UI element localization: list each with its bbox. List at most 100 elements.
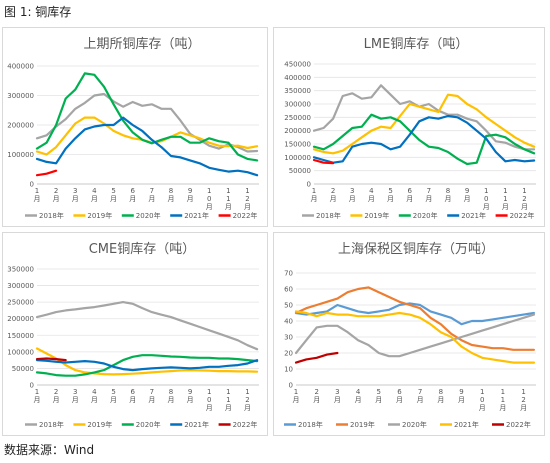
series-line-2021年: [294, 310, 535, 364]
y-tick-label: 400000: [284, 74, 311, 82]
chart-title: LME铜库存（吨）: [364, 36, 469, 52]
y-tick-label: 0: [30, 181, 34, 189]
y-tick-label: 350000: [284, 87, 311, 95]
series-line-2021年: [312, 114, 536, 164]
y-tick-label: 200000: [7, 122, 34, 130]
shfe-chart-svg: 上期所铜库存（吨） 0 100000 200000 300000 400000 1 月 2 月 3 月…: [7, 36, 259, 220]
y-tick-label: 450000: [284, 61, 311, 69]
y-tick-label: 250000: [7, 299, 34, 307]
cme-copper-stock-chart: CME铜库存（吨） 0 50000 100000 150000 200000 250000 3…: [2, 232, 268, 436]
series-line-2019年: [294, 286, 535, 351]
y-tick-label: 300000: [7, 282, 34, 290]
y-tick-label: 150000: [284, 141, 311, 149]
y-tick-label: 400000: [7, 63, 34, 71]
series-line-2018年: [35, 92, 259, 153]
y-tick-label: 0: [289, 382, 293, 390]
y-tick-label: 100000: [284, 154, 311, 162]
series-line-2022年: [312, 158, 335, 165]
series-line-2019年: [312, 93, 536, 155]
y-tick-label: 20: [284, 350, 293, 358]
legend-label: 2019年: [87, 211, 112, 220]
legend-label: 2020年: [413, 211, 438, 220]
series-line-2019年: [35, 347, 259, 376]
bonded-copper-stock-chart: 上海保税区铜库存（万吨） 0 10 20 30 40 50 60 70 1 月 2 月 3 月 4 月 5 月 6 月 7…: [273, 232, 545, 436]
legend-label: 2019年: [87, 420, 112, 429]
series-line-2018年: [294, 302, 535, 326]
legend-label: 2018年: [39, 211, 64, 220]
legend-label: 2020年: [136, 211, 161, 220]
legend-label: 2020年: [402, 420, 427, 429]
legend-label: 2021年: [461, 211, 486, 220]
series-line-2020年: [294, 313, 535, 358]
legend-label: 2021年: [184, 211, 209, 220]
legend-label: 2021年: [184, 420, 209, 429]
series-line-2018年: [35, 300, 259, 351]
series-line-2022年: [294, 351, 339, 364]
series-line-2020年: [312, 113, 536, 166]
figure-caption: 图 1: 铜库存: [4, 5, 72, 19]
legend-label: 2022年: [510, 211, 535, 220]
y-tick-label: 70: [284, 270, 293, 278]
y-tick-label: 30: [284, 334, 293, 342]
y-tick-label: 300000: [7, 92, 34, 100]
y-tick-label: 10: [284, 366, 293, 374]
chart-title: CME铜库存（吨）: [89, 241, 196, 257]
chart-title: 上期所铜库存（吨）: [83, 36, 200, 52]
y-tick-label: 60: [284, 286, 293, 294]
shfe-copper-stock-chart: 上期所铜库存（吨） 0 100000 200000 300000 400000 1 月 2 月 3 月…: [2, 27, 268, 227]
series-line-2021年: [35, 358, 259, 372]
y-tick-label: 100000: [7, 348, 34, 356]
legend-label: 2021年: [454, 420, 479, 429]
series-line-2020年: [35, 72, 259, 162]
y-tick-label: 300000: [284, 101, 311, 109]
cme-chart-svg: CME铜库存（吨） 0 50000 100000 150000 200000 250000 3…: [7, 241, 259, 429]
y-tick-label: 200000: [7, 315, 34, 323]
y-tick-label: 50000: [289, 167, 311, 175]
legend-label: 2019年: [350, 420, 375, 429]
y-tick-label: 40: [284, 318, 293, 326]
lme-chart-svg: LME铜库存（吨） 0 50000 100000 150000 200000 250000 3…: [284, 36, 536, 220]
series-line-2022年: [35, 169, 58, 177]
legend-label: 2022年: [233, 420, 258, 429]
lme-copper-stock-chart: LME铜库存（吨） 0 50000 100000 150000 200000 250000 3…: [273, 27, 545, 227]
y-tick-label: 350000: [7, 266, 34, 274]
series-line-2018年: [312, 84, 536, 151]
